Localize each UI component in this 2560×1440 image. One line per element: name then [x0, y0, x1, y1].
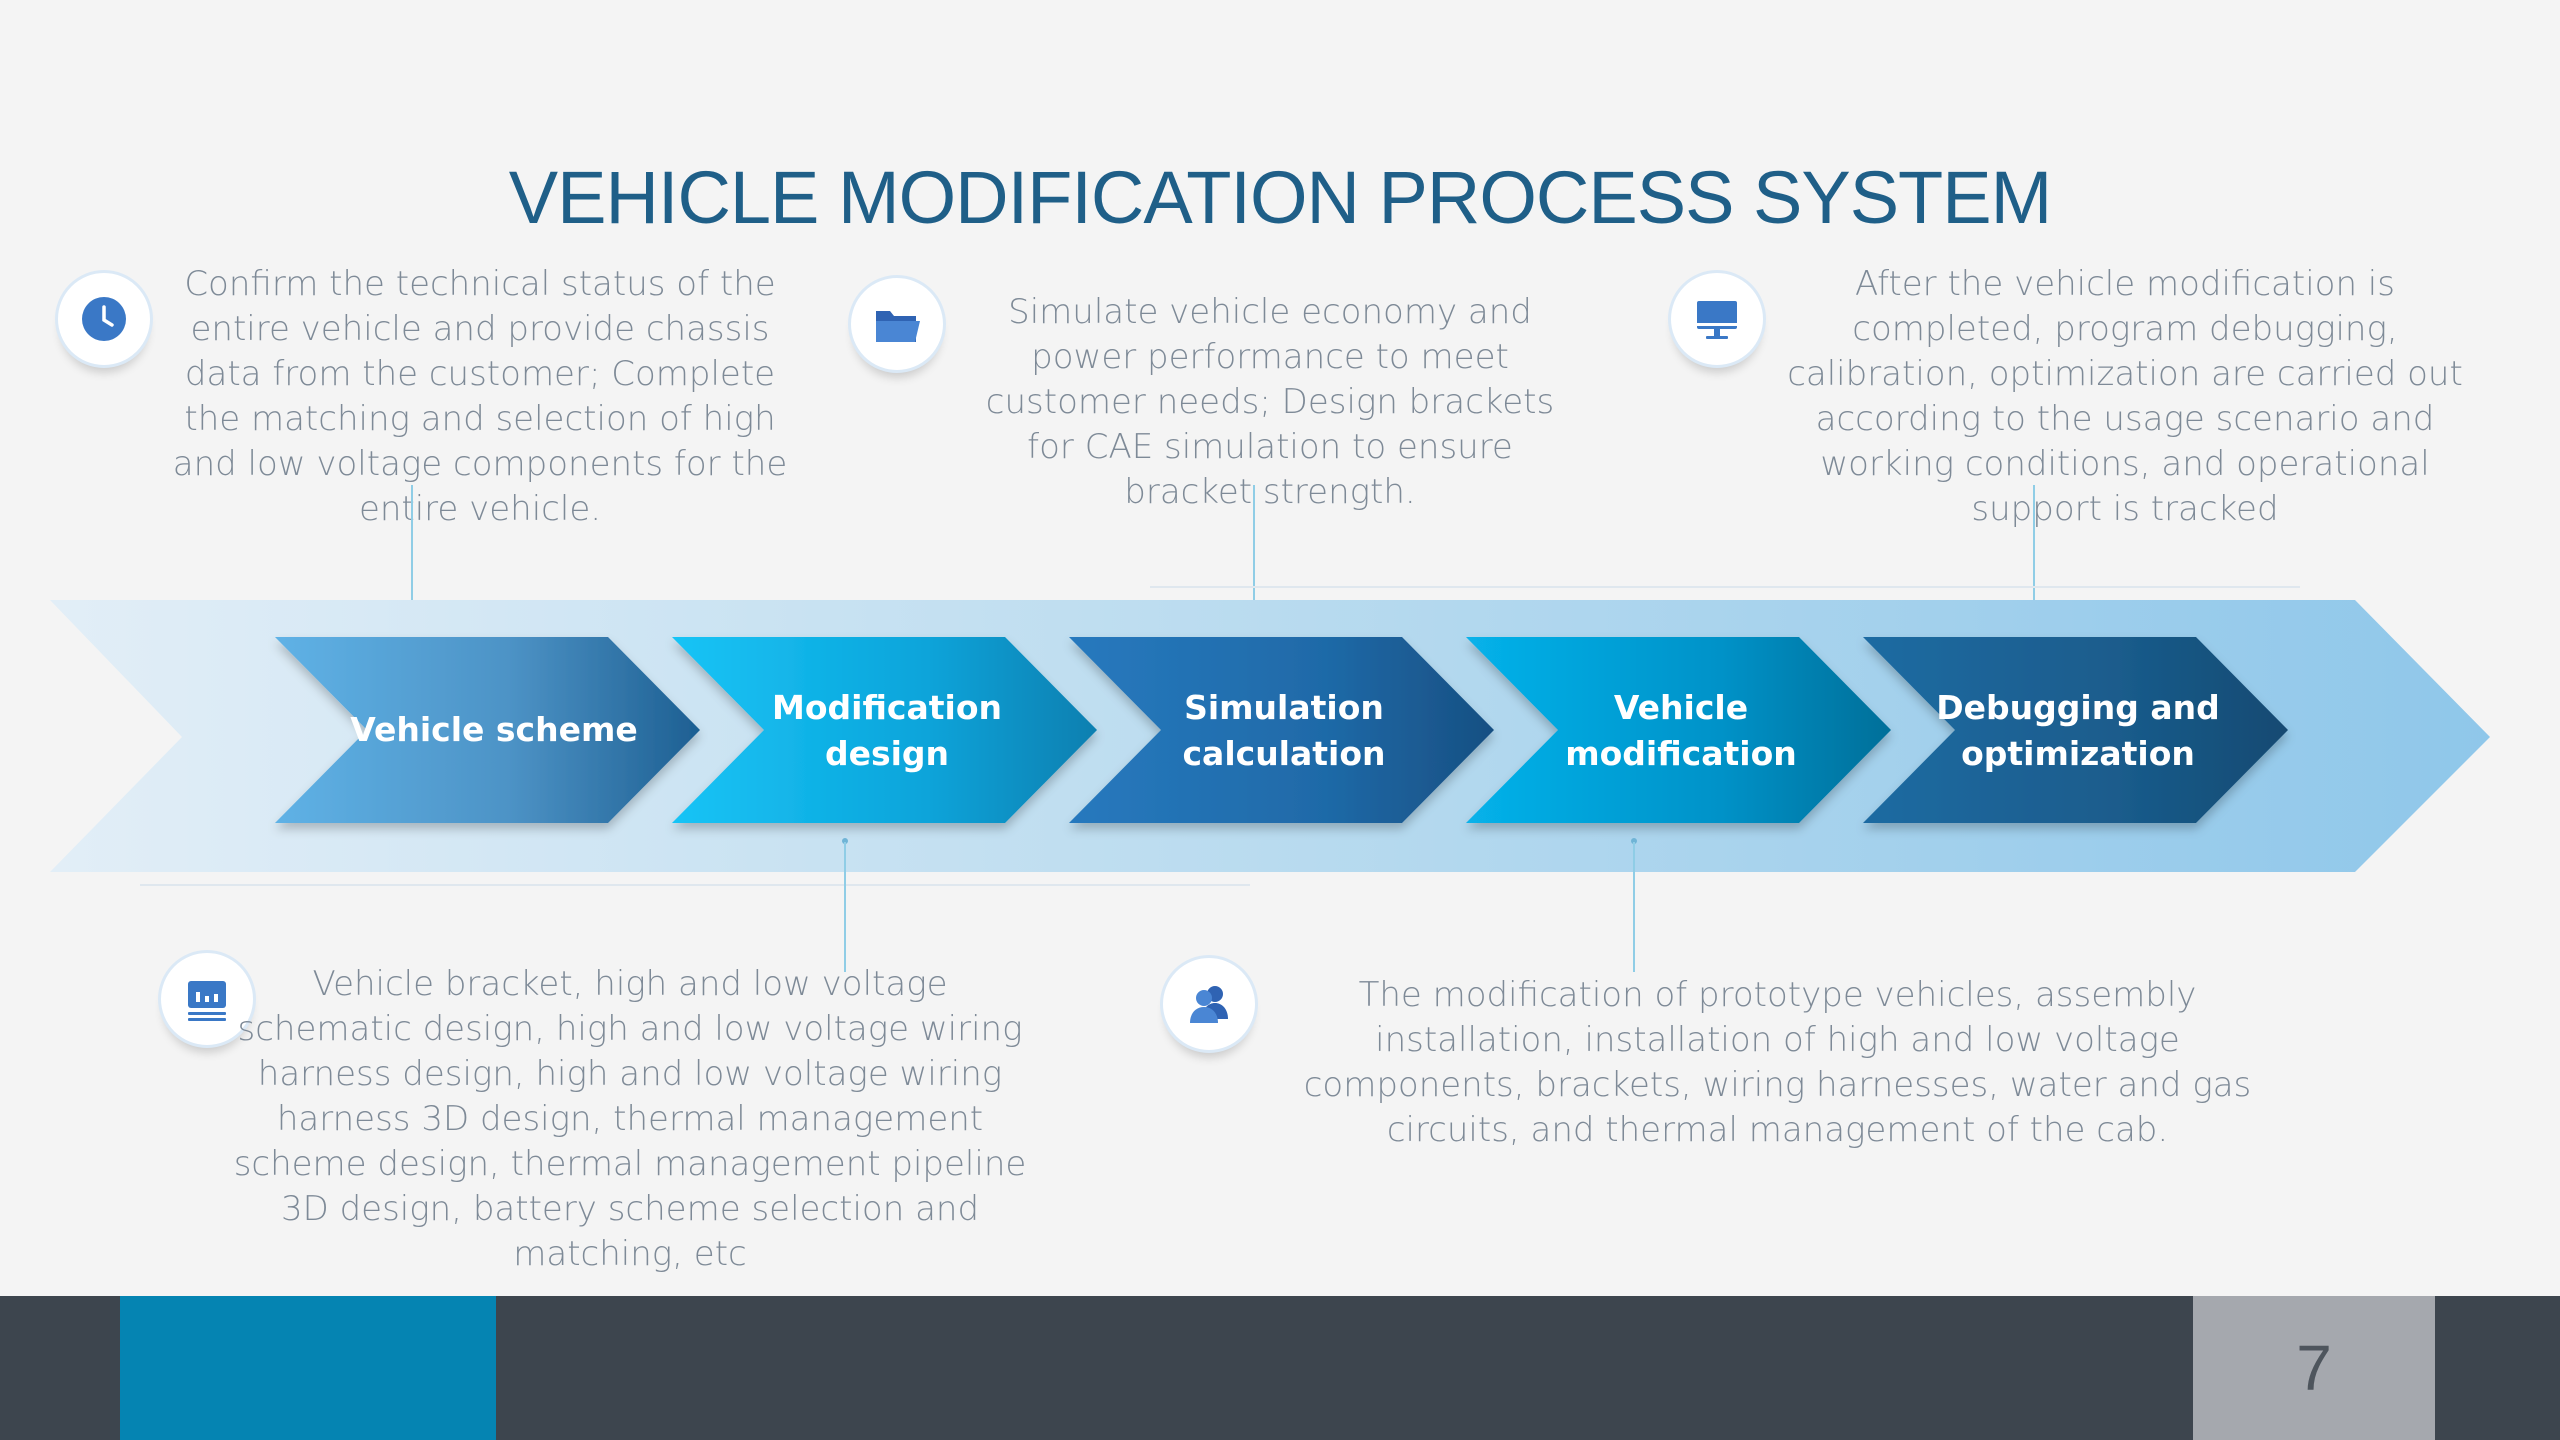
users-icon [1190, 986, 1228, 1023]
slide-title: VEHICLE MODIFICATION PROCESS SYSTEM [508, 156, 2053, 239]
simulation-calculation-description: Simulate vehicle economy and power perfo… [985, 292, 1555, 512]
step-label-simulation-calculation: Simulation calculation [1182, 688, 1386, 773]
step-chevron-3 [1069, 637, 1494, 823]
connector-vehicle-modification [1633, 842, 1635, 972]
footer-accent-block [120, 1296, 496, 1440]
step-chevron-2 [672, 637, 1097, 823]
connector-dot-vehicle-modification [1631, 838, 1637, 844]
step-chevron-5 [1863, 637, 2288, 823]
clock-icon-badge [55, 270, 153, 368]
step-label-vehicle-modification: Vehicle modification [1565, 688, 1797, 773]
connector-vehicle-scheme [411, 485, 413, 620]
footer-bar: 7 [0, 1296, 2560, 1440]
users-icon-badge [1160, 955, 1258, 1053]
modification-design-description: Vehicle bracket, high and low voltage sc… [233, 964, 1027, 1274]
step-label-modification-design: Modification design [772, 688, 1002, 773]
clock-icon [82, 297, 126, 341]
chart-icon [188, 981, 226, 1021]
connector-debugging-optimization [2033, 485, 2035, 620]
connector-modification-design [844, 842, 846, 972]
step-label-vehicle-scheme: Vehicle scheme [350, 710, 638, 749]
monitor-icon-badge [1668, 270, 1766, 368]
step-chevron-4 [1466, 637, 1891, 823]
process-arrow-band [50, 586, 2490, 886]
folder-icon-badge [848, 275, 946, 373]
step-chevron-1 [275, 637, 700, 823]
vehicle-modification-description: The modification of prototype vehicles, … [1303, 975, 2252, 1150]
step-label-debugging-optimization: Debugging and optimization [1936, 688, 2220, 773]
connector-dot-modification-design [842, 838, 848, 844]
debugging-optimization-description: After the vehicle modification is comple… [1787, 264, 2463, 529]
page-number-box: 7 [2193, 1296, 2435, 1440]
connector-simulation-calculation [1253, 485, 1255, 620]
page-number: 7 [2296, 1332, 2332, 1404]
monitor-icon [1697, 301, 1737, 339]
vehicle-scheme-description: Confirm the technical status of the enti… [172, 264, 788, 529]
chart-icon-badge [158, 950, 256, 1048]
folder-icon [876, 311, 920, 342]
